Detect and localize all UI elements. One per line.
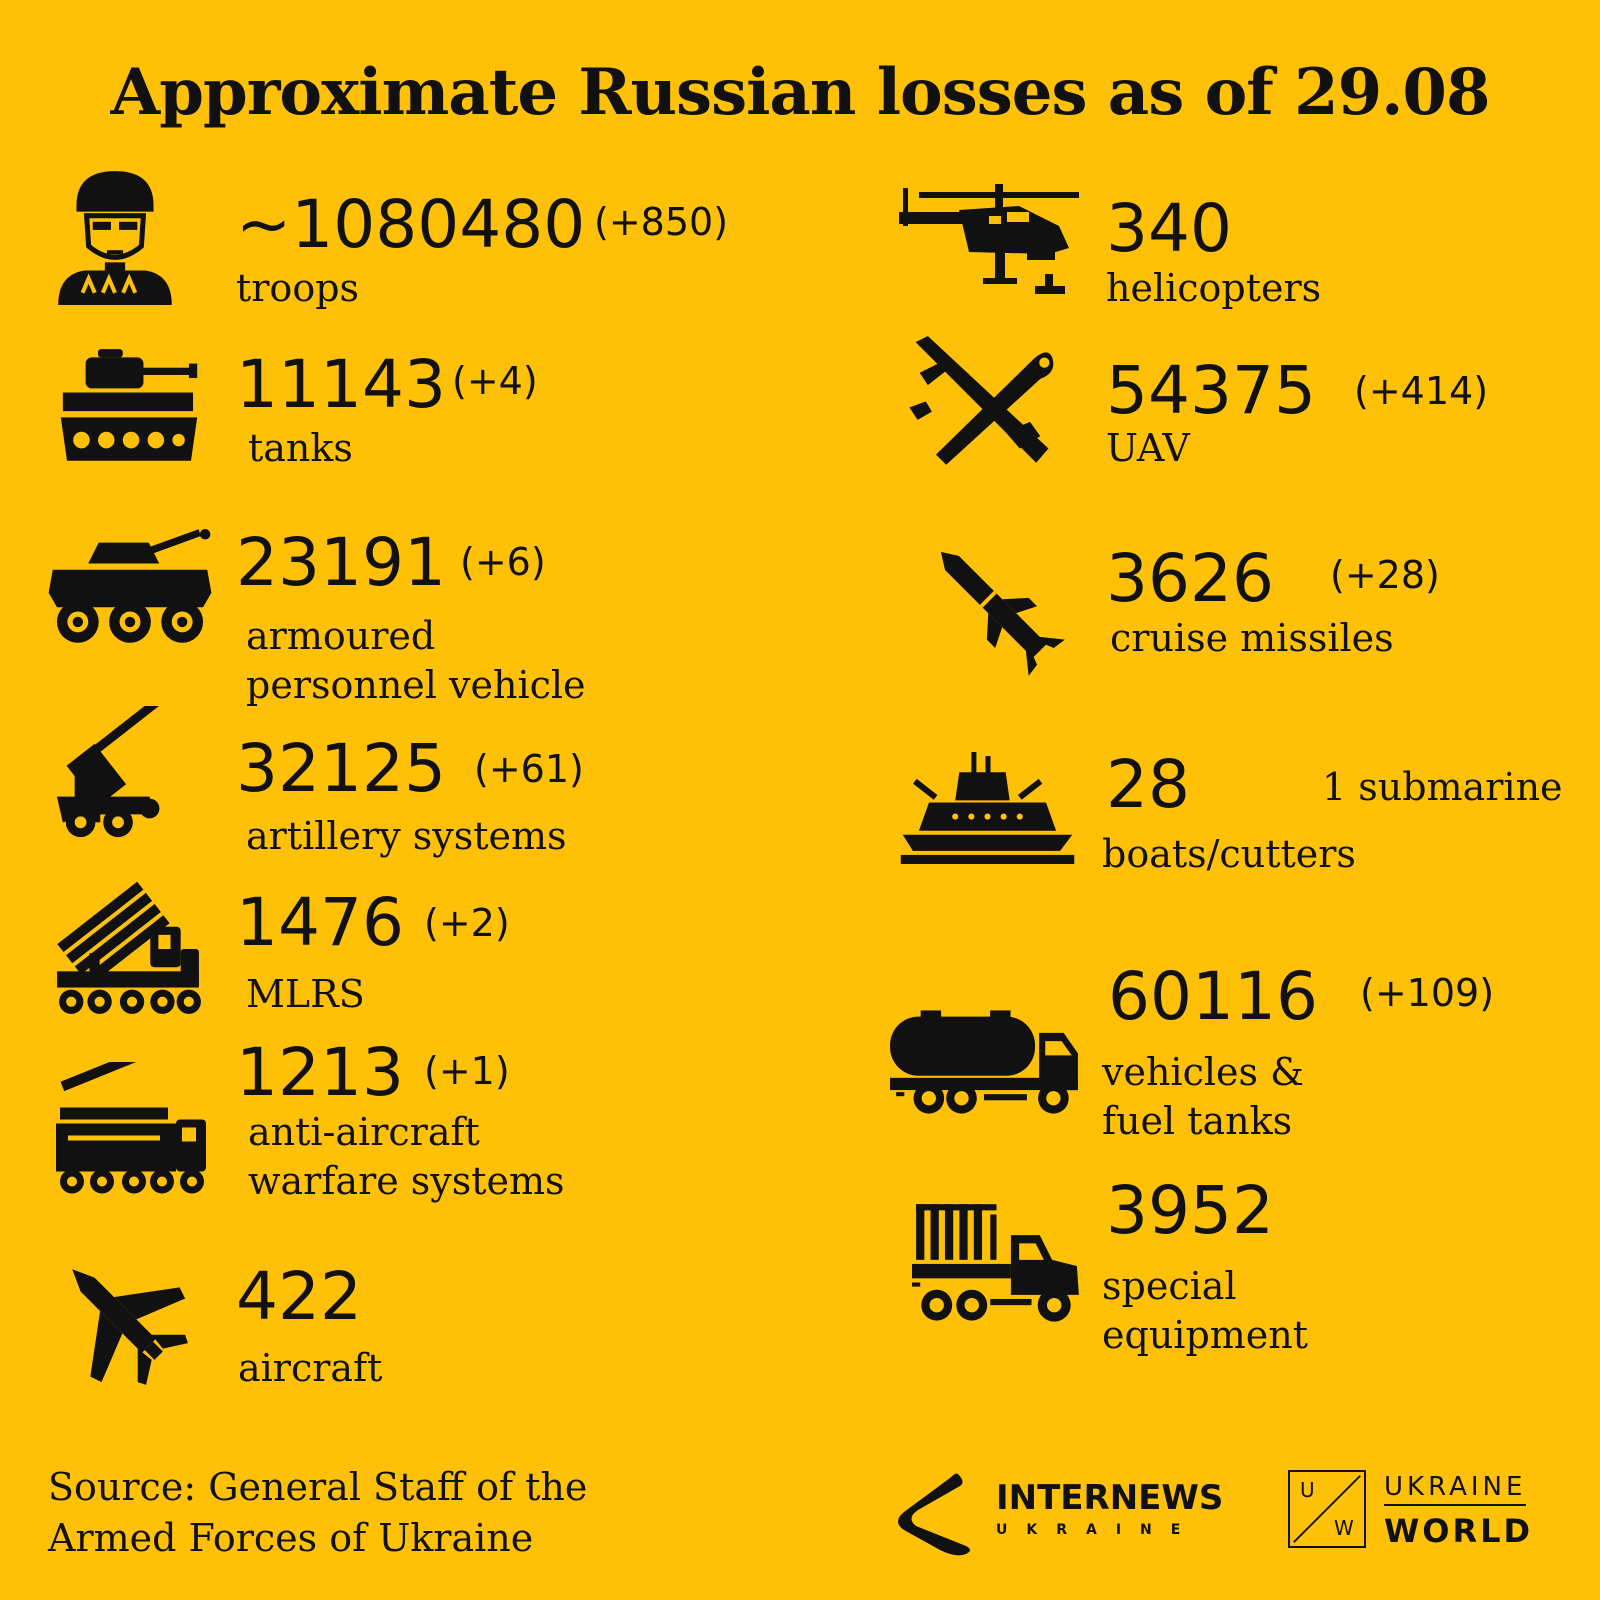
tanks-label: tanks [248, 426, 353, 470]
antiair-value: 1213 [236, 1034, 404, 1111]
special-value: 3952 [1106, 1172, 1274, 1249]
apv-value: 23191 [236, 524, 446, 601]
troops-value: ~1080480 [236, 186, 586, 263]
aircraft-icon [52, 1248, 190, 1388]
artillery-icon [50, 706, 190, 844]
tanks-value: 11143 [236, 346, 446, 423]
uav-value: 54375 [1106, 352, 1316, 429]
uav-delta: (+414) [1354, 369, 1489, 413]
helicopter-icon [898, 182, 1080, 302]
mlrs-value: 1476 [236, 884, 404, 961]
soldier-icon [52, 165, 178, 307]
artillery-value: 32125 [236, 730, 446, 807]
vehicles-value: 60116 [1108, 958, 1318, 1035]
aircraft-label: aircraft [238, 1346, 383, 1390]
antiair-delta: (+1) [424, 1049, 510, 1093]
special-truck-icon [912, 1204, 1082, 1328]
mlrs-label: MLRS [246, 972, 365, 1016]
uw-badge-w: W [1334, 1516, 1354, 1540]
internews-logo: INTERNEWS UKRAINE [896, 1468, 1246, 1558]
page-title: Approximate Russian losses as of 29.08 [110, 55, 1491, 130]
ukraineworld-logo: U W UKRAINE WORLD [1288, 1470, 1558, 1558]
missiles-value: 3626 [1106, 540, 1274, 617]
antiair-label: anti-aircraft warfare systems [248, 1110, 565, 1203]
uw-badge-u: U [1300, 1478, 1315, 1502]
missile-icon [928, 540, 1068, 678]
uav-icon [904, 336, 1060, 474]
internews-swoosh-icon [898, 1473, 970, 1556]
aircraft-value: 422 [236, 1258, 362, 1335]
uw-ukraine-text: UKRAINE [1384, 1472, 1527, 1506]
boats-label: boats/cutters [1102, 832, 1356, 876]
apv-label: armoured personnel vehicle [246, 614, 586, 707]
vehicles-delta: (+109) [1360, 971, 1495, 1015]
internews-title: INTERNEWS [996, 1478, 1224, 1518]
artillery-delta: (+61) [474, 747, 584, 791]
mlrs-delta: (+2) [424, 901, 510, 945]
missiles-delta: (+28) [1330, 553, 1440, 597]
tank-icon [56, 345, 202, 469]
helicopters-value: 340 [1106, 190, 1232, 267]
troops-delta: (+850) [594, 200, 729, 244]
armoured-vehicle-icon [46, 528, 214, 648]
apv-delta: (+6) [460, 540, 546, 584]
uw-world-text: WORLD [1384, 1512, 1534, 1550]
anti-aircraft-icon [52, 1062, 212, 1200]
special-label: special equipment [1102, 1264, 1309, 1357]
ship-icon [898, 750, 1076, 866]
uw-badge: U W [1288, 1470, 1366, 1548]
vehicles-label: vehicles & fuel tanks [1102, 1050, 1304, 1143]
mlrs-icon [52, 870, 206, 1022]
missiles-label: cruise missiles [1110, 616, 1394, 660]
boats-note: 1 submarine [1322, 765, 1563, 809]
tanks-delta: (+4) [452, 359, 538, 403]
internews-subtitle: UKRAINE [996, 1522, 1200, 1538]
uav-label: UAV [1106, 426, 1190, 470]
helicopters-label: helicopters [1106, 266, 1322, 310]
troops-label: troops [236, 266, 360, 310]
fuel-truck-icon [888, 1008, 1082, 1116]
boats-value: 28 [1106, 746, 1190, 823]
artillery-label: artillery systems [246, 814, 567, 858]
source-note: Source: General Staff of the Armed Force… [48, 1465, 588, 1560]
